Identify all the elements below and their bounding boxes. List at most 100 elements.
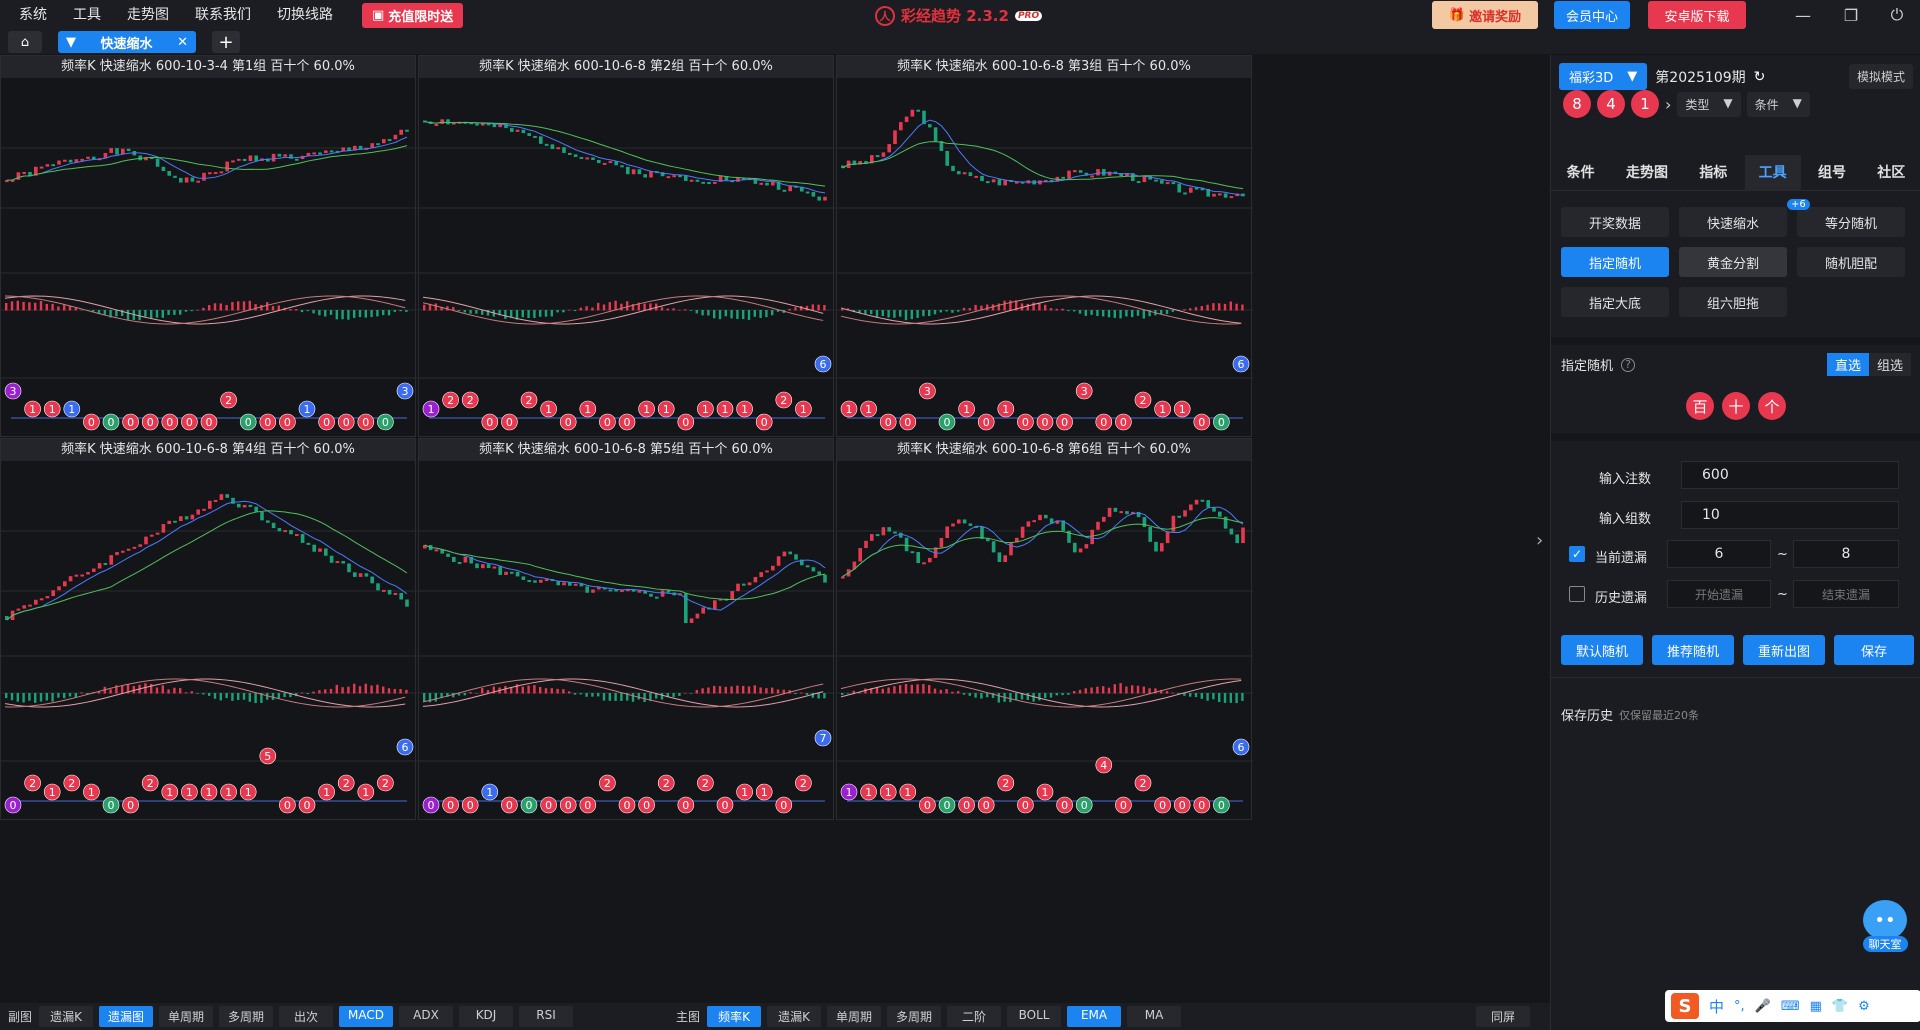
tab-指标[interactable]: 指标 xyxy=(1699,164,1728,181)
tool-组六胆拖[interactable]: 组六胆拖 xyxy=(1679,287,1787,317)
mode-direct-button[interactable]: 直选 xyxy=(1826,353,1869,376)
sub-option-多周期[interactable]: 多周期 xyxy=(219,1006,274,1027)
collapse-panel-icon[interactable]: › xyxy=(1536,530,1544,551)
main-option-遗漏K[interactable]: 遗漏K xyxy=(767,1006,822,1027)
tool-开奖数据[interactable]: 开奖数据 xyxy=(1561,207,1669,237)
miss-ball: 2 xyxy=(141,774,159,792)
save-button[interactable]: 保存 xyxy=(1834,635,1914,665)
sub-option-遗漏K[interactable]: 遗漏K xyxy=(39,1006,94,1027)
same-screen-button[interactable]: 同屏 xyxy=(1476,1006,1530,1027)
chevron-right-icon[interactable]: › xyxy=(1665,94,1672,114)
menu-switch-line[interactable]: 切换线路 xyxy=(277,7,333,23)
redraw-button[interactable]: 重新出图 xyxy=(1743,635,1825,665)
miss-ball: 2 xyxy=(775,391,793,409)
current-miss-from-field[interactable]: 6 xyxy=(1667,540,1771,568)
miss-ball-value: 0 xyxy=(264,416,271,429)
current-miss-checkbox[interactable]: ✓ xyxy=(1569,546,1585,562)
sub-option-出次[interactable]: 出次 xyxy=(279,1006,334,1027)
tab-组号[interactable]: 组号 xyxy=(1817,164,1846,181)
main-option-频率K[interactable]: 频率K xyxy=(707,1006,762,1027)
home-tab[interactable]: ⌂ xyxy=(8,31,42,53)
main-option-BOLL[interactable]: BOLL xyxy=(1007,1006,1062,1027)
history-miss-checkbox[interactable] xyxy=(1569,586,1585,602)
power-icon[interactable]: ⏻ xyxy=(1890,5,1904,24)
sub-option-MACD[interactable]: MACD xyxy=(339,1006,394,1027)
microphone-icon[interactable]: 🎤 xyxy=(1754,998,1771,1014)
tool-快速缩水[interactable]: 快速缩水 xyxy=(1679,207,1787,237)
history-miss-to-field[interactable]: 结束遗漏 xyxy=(1793,580,1899,608)
tool-黄金分割[interactable]: 黄金分割 xyxy=(1679,247,1787,277)
add-tab-button[interactable]: + xyxy=(212,31,240,53)
input-count-field[interactable]: 600 xyxy=(1681,461,1899,489)
input-groups-field[interactable]: 10 xyxy=(1681,501,1899,529)
type-dropdown[interactable]: 类型 ▼ xyxy=(1677,91,1741,117)
menu-contact[interactable]: 联系我们 xyxy=(195,7,251,23)
lottery-select[interactable]: 福彩3D ▼ xyxy=(1559,63,1648,90)
close-icon[interactable]: ✕ xyxy=(177,34,188,50)
skin-icon[interactable]: 👕 xyxy=(1831,998,1849,1014)
candle xyxy=(202,172,206,181)
tab-走势图[interactable]: 走势图 xyxy=(1625,164,1668,181)
sim-mode-button[interactable]: 模拟模式 xyxy=(1848,64,1913,89)
miss-ball: 1 xyxy=(181,783,198,801)
tab-社区[interactable]: 社区 xyxy=(1877,164,1906,181)
menu-tools[interactable]: 工具 xyxy=(73,7,101,23)
recharge-promo-button[interactable]: ▣ 充值限时送 xyxy=(362,2,464,28)
candle xyxy=(556,147,560,150)
main-option-多周期[interactable]: 多周期 xyxy=(887,1006,942,1027)
ime-punct-icon[interactable]: °, xyxy=(1734,998,1745,1014)
main-option-单周期[interactable]: 单周期 xyxy=(827,1006,882,1027)
android-download-button[interactable]: 安卓版下载 xyxy=(1648,1,1746,29)
pos-tens-button[interactable]: 十 xyxy=(1722,392,1750,420)
tool-随机胆配[interactable]: 随机胆配 xyxy=(1797,247,1905,277)
candle xyxy=(184,516,189,520)
sub-option-KDJ[interactable]: KDJ xyxy=(459,1006,514,1027)
grid-icon[interactable]: ▦ xyxy=(1809,998,1822,1014)
help-icon[interactable]: ? xyxy=(1621,357,1636,372)
tab-条件[interactable]: 条件 xyxy=(1566,164,1595,181)
tab-quick-shrink[interactable]: ▼ 快速缩水 ✕ xyxy=(58,31,196,53)
candle xyxy=(655,596,659,599)
kline-chart[interactable]: 31 1 10 0 0 0 0 0 020 0 010 0 0 03 xyxy=(1,78,417,436)
sub-option-单周期[interactable]: 单周期 xyxy=(159,1006,214,1027)
sub-option-ADX[interactable]: ADX xyxy=(399,1006,454,1027)
plus-six-badge: +6 xyxy=(1787,199,1810,210)
chat-room-button[interactable]: •• 聊天室 xyxy=(1859,900,1911,966)
pos-ones-button[interactable]: 个 xyxy=(1758,392,1786,420)
tool-指定随机[interactable]: 指定随机 xyxy=(1561,247,1669,277)
tab-工具[interactable]: 工具 xyxy=(1744,154,1801,191)
candle xyxy=(196,180,200,183)
main-option-EMA[interactable]: EMA xyxy=(1067,1006,1122,1027)
refresh-icon[interactable]: ↻ xyxy=(1753,68,1766,85)
menu-trend-chart[interactable]: 走势图 xyxy=(127,7,169,23)
settings-icon[interactable]: ⚙ xyxy=(1858,998,1870,1014)
member-center-button[interactable]: 会员中心 xyxy=(1554,1,1630,29)
menu-system[interactable]: 系统 xyxy=(19,7,47,23)
sub-option-遗漏图[interactable]: 遗漏图 xyxy=(99,1006,154,1027)
tool-指定大底[interactable]: 指定大底 xyxy=(1561,287,1669,317)
minimize-icon[interactable]: — xyxy=(1795,5,1811,25)
history-miss-from-field[interactable]: 开始遗漏 xyxy=(1667,580,1771,608)
macd-bar xyxy=(254,693,257,704)
sogou-ime-icon[interactable]: S xyxy=(1671,993,1699,1019)
main-option-MA[interactable]: MA xyxy=(1127,1006,1182,1027)
ime-chinese-icon[interactable]: 中 xyxy=(1709,997,1725,1016)
candle xyxy=(922,562,926,565)
condition-dropdown[interactable]: 条件 ▼ xyxy=(1746,91,1810,117)
mode-group-button[interactable]: 组选 xyxy=(1868,353,1911,376)
invite-reward-button[interactable]: 🎁 邀请奖励 xyxy=(1432,1,1538,29)
sub-option-RSI[interactable]: RSI xyxy=(519,1006,574,1027)
recommend-random-button[interactable]: 推荐随机 xyxy=(1652,635,1734,665)
tool-等分随机[interactable]: 等分随机 xyxy=(1797,207,1905,237)
restore-icon[interactable]: ❐ xyxy=(1843,5,1859,25)
current-miss-to-field[interactable]: 8 xyxy=(1793,540,1899,568)
pos-hundreds-button[interactable]: 百 xyxy=(1686,392,1714,420)
main-option-二阶[interactable]: 二阶 xyxy=(947,1006,1002,1027)
keyboard-icon[interactable]: ⌨ xyxy=(1780,998,1800,1014)
default-random-button[interactable]: 默认随机 xyxy=(1561,635,1643,665)
